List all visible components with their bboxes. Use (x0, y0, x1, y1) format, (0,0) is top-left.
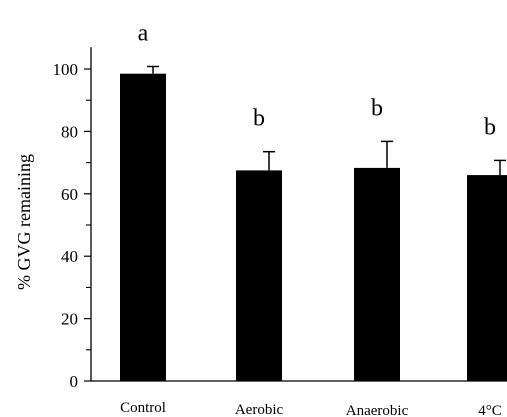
y-tick-label: 60 (61, 185, 78, 204)
y-tick-label: 0 (70, 372, 79, 391)
significance-label: b (484, 114, 496, 140)
y-axis-label: % GVG remaining (14, 154, 34, 290)
significance-label: b (371, 95, 383, 121)
category-label: Anaerobic (346, 403, 409, 417)
bars (120, 65, 507, 382)
bar (354, 167, 400, 381)
y-tick-label: 40 (61, 247, 78, 266)
significance-label: b (253, 106, 265, 132)
category-label: 4°C (478, 403, 502, 417)
y-tick-label: 100 (53, 60, 79, 79)
category-label: Aerobic (235, 402, 284, 417)
significance-label: a (138, 21, 149, 47)
y-tick-label: 20 (61, 310, 78, 329)
y-tick-label: 80 (61, 122, 78, 141)
bar (467, 175, 507, 381)
category-label: Control (120, 400, 166, 416)
bar (236, 170, 282, 381)
bar (120, 73, 166, 382)
labels: a Control b Aerobic b Anaerobic b 4°C (120, 21, 502, 417)
